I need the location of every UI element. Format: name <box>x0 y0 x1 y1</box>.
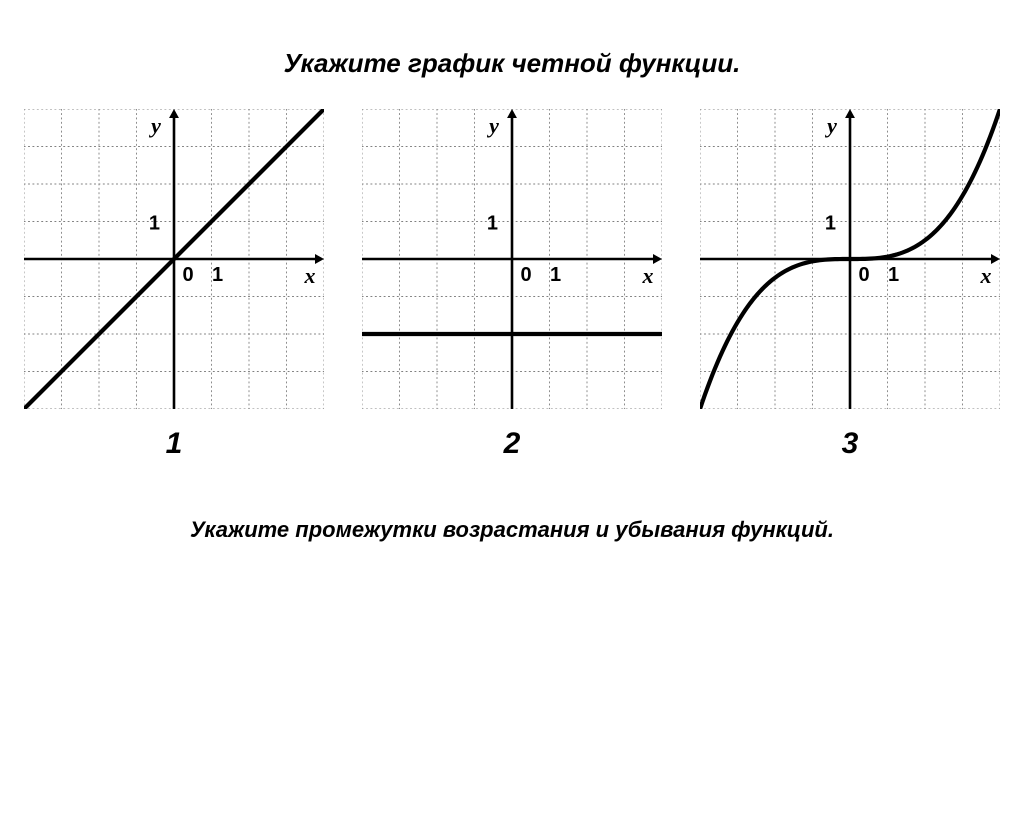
chart-panel-3: yx011 3 <box>700 109 1000 461</box>
svg-text:0: 0 <box>858 264 869 286</box>
svg-text:1: 1 <box>825 213 836 235</box>
svg-text:x: x <box>304 263 316 288</box>
svg-text:y: y <box>824 113 837 138</box>
page-title: Укажите график четной функции. <box>0 48 1024 79</box>
chart-label-2: 2 <box>504 427 521 461</box>
bottom-text: Укажите промежутки возрастания и убывани… <box>0 517 1024 543</box>
charts-row: yx011 1 yx011 2 yx011 3 <box>0 109 1024 461</box>
chart-svg-3: yx011 <box>700 109 1000 409</box>
svg-text:1: 1 <box>550 264 561 286</box>
svg-text:y: y <box>148 113 161 138</box>
svg-text:0: 0 <box>520 264 531 286</box>
svg-text:1: 1 <box>487 213 498 235</box>
chart-panel-2: yx011 2 <box>362 109 662 461</box>
svg-text:1: 1 <box>149 213 160 235</box>
chart-label-3: 3 <box>842 427 859 461</box>
svg-text:1: 1 <box>212 264 223 286</box>
chart-panel-1: yx011 1 <box>24 109 324 461</box>
chart-svg-1: yx011 <box>24 109 324 409</box>
chart-svg-2: yx011 <box>362 109 662 409</box>
svg-text:y: y <box>486 113 499 138</box>
svg-text:x: x <box>980 263 992 288</box>
svg-text:1: 1 <box>888 264 899 286</box>
svg-text:x: x <box>642 263 654 288</box>
svg-text:0: 0 <box>182 264 193 286</box>
chart-label-1: 1 <box>166 427 183 461</box>
